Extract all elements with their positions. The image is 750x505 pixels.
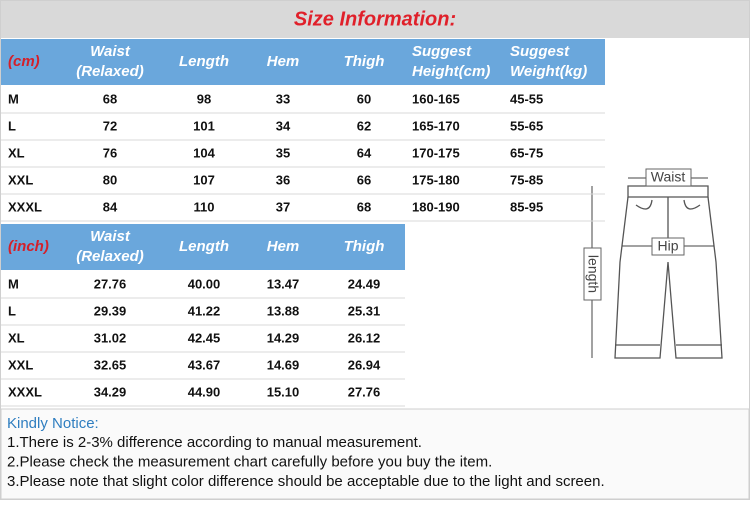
table-cell: 175-180 (412, 172, 460, 187)
table-cell: 34 (276, 118, 291, 133)
column-header: Hem (267, 53, 300, 70)
table-cell: 36 (276, 172, 290, 187)
length-label: length (585, 255, 601, 293)
table-cell: 107 (193, 172, 215, 187)
column-header: Suggest (510, 43, 570, 60)
table-cell: 66 (357, 172, 371, 187)
table-cell: 26.12 (348, 330, 381, 345)
table-cell: 37 (276, 199, 290, 214)
waist-label: Waist (651, 169, 686, 185)
table-cell: XXXL (8, 384, 42, 399)
column-header: Suggest (412, 43, 472, 60)
table-cell: L (8, 303, 16, 318)
table-cell: XL (8, 145, 25, 160)
table-cell: 27.76 (94, 276, 127, 291)
table-cell: 55-65 (510, 118, 543, 133)
notice-line: 1.There is 2-3% difference according to … (7, 434, 422, 451)
table-cell: 68 (357, 199, 371, 214)
table-cell: 84 (103, 199, 118, 214)
table-cell: 72 (103, 118, 117, 133)
table-cell: 33 (276, 91, 290, 106)
table-cell: 31.02 (94, 330, 127, 345)
table-cell: 68 (103, 91, 117, 106)
column-header: Length (179, 53, 229, 70)
table-cell: 75-85 (510, 172, 543, 187)
table-cell: 98 (197, 91, 211, 106)
table-cell: XXL (8, 172, 33, 187)
table-cell: 104 (193, 145, 215, 160)
column-header: Thigh (344, 238, 385, 255)
table-cell: XL (8, 330, 25, 345)
column-header: Thigh (344, 53, 385, 70)
table-cell: 42.45 (188, 330, 221, 345)
notice-box (0, 408, 750, 500)
table-cell: 13.88 (267, 303, 300, 318)
notice-line: 3.Please note that slight color differen… (7, 473, 605, 490)
table-cell: 62 (357, 118, 371, 133)
hip-label: Hip (657, 238, 678, 254)
table-cell: 27.76 (348, 384, 381, 399)
column-header: Weight(kg) (510, 63, 587, 80)
table-cell: 32.65 (94, 357, 127, 372)
table-cell: 110 (194, 199, 215, 214)
table-cell: 35 (276, 145, 290, 160)
column-header: Height(cm) (412, 63, 490, 80)
table-cell: 160-165 (412, 91, 460, 106)
table-cell: 34.29 (94, 384, 127, 399)
table-cell: 14.29 (267, 330, 300, 345)
table-cell: L (8, 118, 16, 133)
unit-label: (inch) (8, 238, 49, 255)
table-cell: 76 (103, 145, 117, 160)
title-bar (1, 1, 749, 38)
table-cell: 40.00 (188, 276, 221, 291)
table-cell: 165-170 (412, 118, 460, 133)
cm-header-bar (1, 39, 605, 85)
table-cell: 15.10 (267, 384, 300, 399)
length-tag (583, 247, 602, 301)
waist-tag (645, 168, 692, 187)
column-header: (Relaxed) (76, 63, 144, 80)
table-cell: 44.90 (188, 384, 221, 399)
table-cell: XXXL (8, 199, 42, 214)
hip-tag (651, 237, 685, 256)
table-cell: 24.49 (348, 276, 381, 291)
pants-diagram: Waist Hip length (583, 168, 723, 359)
table-cell: 26.94 (348, 357, 381, 372)
column-header: Hem (267, 238, 300, 255)
table-cell: 43.67 (188, 357, 221, 372)
table-cell: M (8, 91, 19, 106)
table-cell: 85-95 (510, 199, 543, 214)
column-header: (Relaxed) (76, 248, 144, 265)
notice-line: 2.Please check the measurement chart car… (7, 453, 492, 470)
table-cell: 64 (357, 145, 372, 160)
notice-heading: Kindly Notice: (7, 415, 99, 432)
table-cell: 13.47 (267, 276, 300, 291)
column-header: Waist (90, 228, 131, 245)
column-header: Length (179, 238, 229, 255)
table-cell: 101 (193, 118, 215, 133)
table-cell: 45-55 (510, 91, 543, 106)
inch-header-bar (1, 224, 405, 270)
table-cell: M (8, 276, 19, 291)
table-cell: 14.69 (267, 357, 300, 372)
table-cell: 180-190 (412, 199, 460, 214)
table-cell: 170-175 (412, 145, 460, 160)
table-cell: 80 (103, 172, 117, 187)
table-cell: 60 (357, 91, 371, 106)
column-header: Waist (90, 43, 131, 60)
title: Size Information: (294, 8, 456, 30)
table-cell: 41.22 (188, 303, 221, 318)
table-cell: 25.31 (348, 303, 381, 318)
table-cell: 29.39 (94, 303, 127, 318)
unit-label: (cm) (8, 53, 40, 70)
pants-outline (614, 196, 723, 359)
table-cell: XXL (8, 357, 33, 372)
pants-details (615, 197, 722, 346)
table-cell: 65-75 (510, 145, 543, 160)
